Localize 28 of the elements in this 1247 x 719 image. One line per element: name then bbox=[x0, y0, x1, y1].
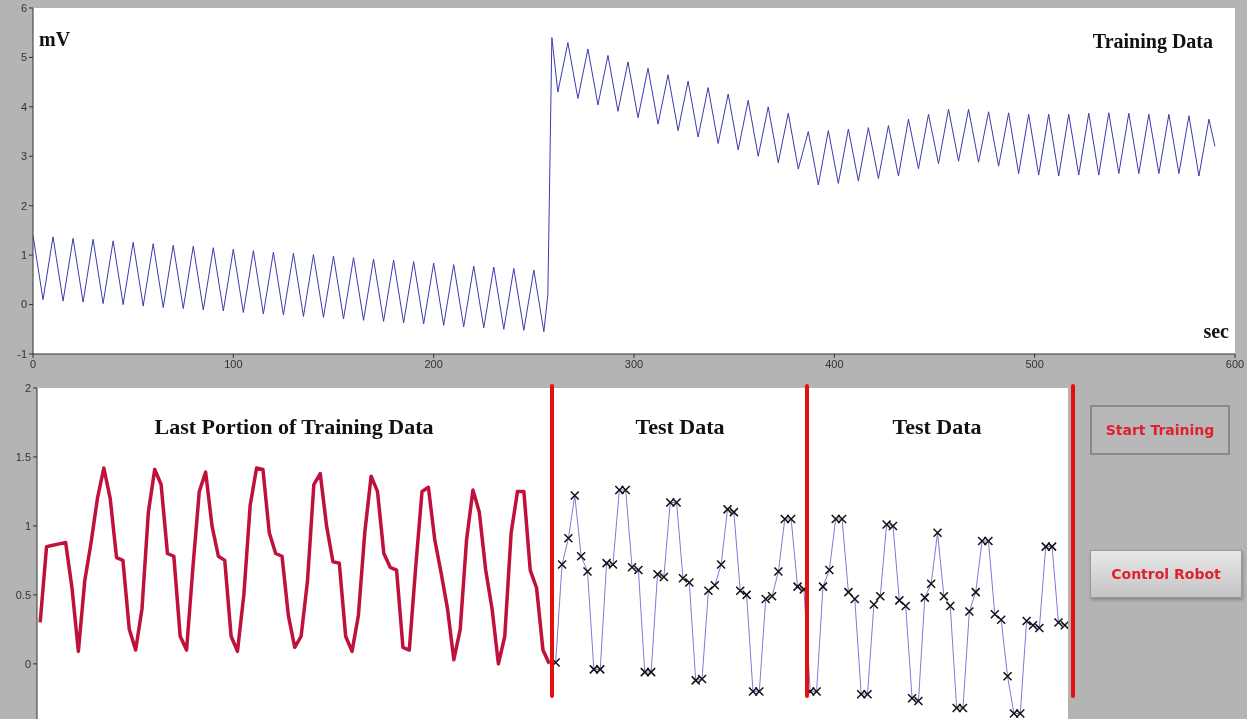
y-tick-label: 0.5 bbox=[15, 588, 31, 601]
annotation: Test Data bbox=[892, 414, 982, 439]
x-tick-label: 400 bbox=[825, 357, 844, 370]
x-tick-label: 500 bbox=[1025, 357, 1044, 370]
text: Training Data bbox=[1092, 30, 1213, 53]
y-tick-label: 1.5 bbox=[15, 450, 31, 463]
y-tick-label: 4 bbox=[20, 100, 27, 113]
x-tick-label: 600 bbox=[1225, 357, 1245, 370]
y-tick-label: 6 bbox=[20, 1, 27, 14]
y-tick-label: 2 bbox=[24, 381, 31, 394]
line-series bbox=[38, 466, 552, 666]
x-tick-label: 300 bbox=[624, 357, 644, 370]
annotation: Last Portion of Training Data bbox=[153, 414, 435, 440]
y-tick-label: 0 bbox=[20, 298, 27, 311]
y-tick-label: 2 bbox=[20, 199, 27, 212]
button: Start Training bbox=[1090, 405, 1230, 455]
x-tick-label: 100 bbox=[224, 357, 243, 370]
y-tick-label: 0 bbox=[24, 657, 31, 670]
y-tick-label: -1 bbox=[17, 347, 27, 360]
y-tick-label: 1 bbox=[20, 249, 27, 262]
y-axis-title: mV bbox=[39, 28, 71, 51]
x-axis-title: sec bbox=[1203, 320, 1229, 343]
button: Control Robot bbox=[1090, 550, 1242, 598]
x-tick-label: 200 bbox=[424, 357, 443, 370]
y-tick-label: 1 bbox=[24, 519, 31, 532]
y-tick-label: 3 bbox=[20, 150, 27, 163]
annotation: Test Data bbox=[634, 414, 726, 440]
y-tick-label: 5 bbox=[20, 51, 27, 64]
